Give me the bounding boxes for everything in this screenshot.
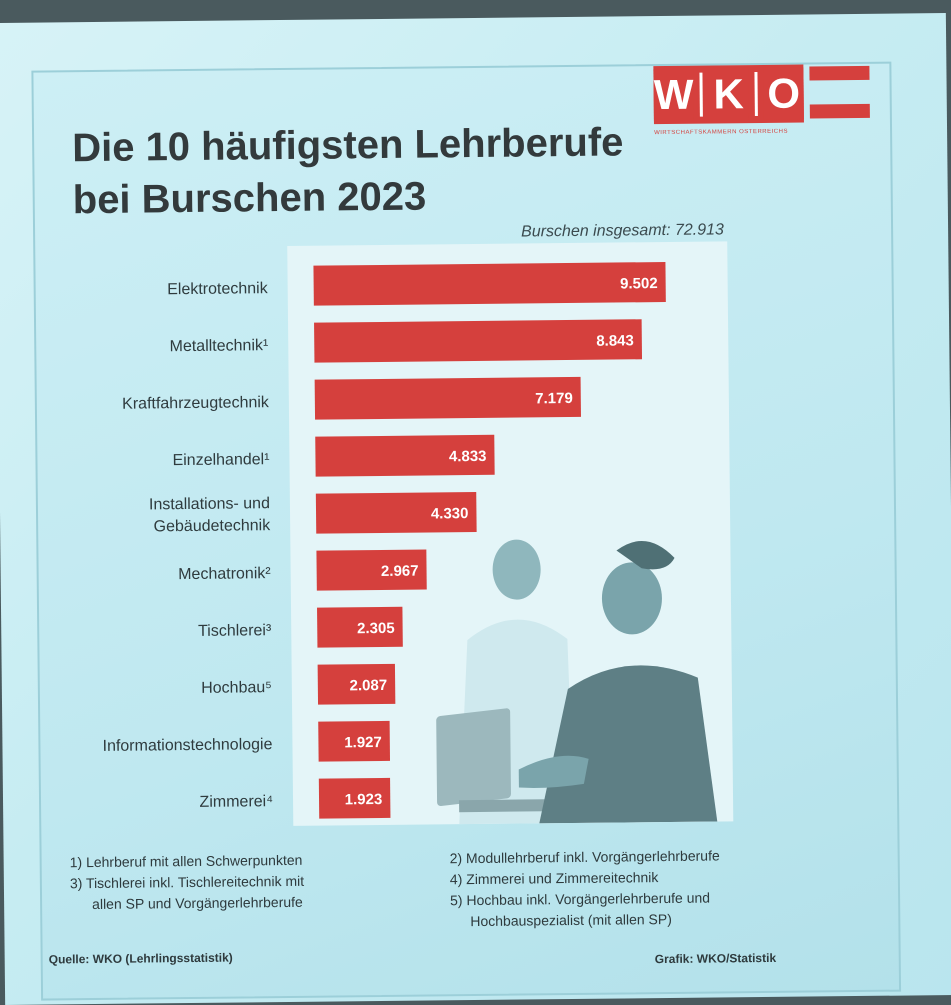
value-label-5: 2.967	[381, 563, 419, 580]
category-label-8: Informationstechnologie	[102, 736, 272, 755]
source-label: Quelle: WKO (Lehrlingsstatistik)	[48, 950, 233, 967]
footnote-3a: 3) Tischlerei inkl. Tischlereitechnik mi…	[69, 872, 305, 892]
footnote-2: 2) Modullehrberuf inkl. Vorgängerlehrber…	[449, 847, 720, 867]
footnote-4: 4) Zimmerei und Zimmereitechnik	[449, 869, 659, 888]
projection-screen: Die 10 häufigsten Lehrberufe bei Bursche…	[0, 13, 951, 1005]
photo-illustration	[436, 539, 718, 825]
bar-1	[314, 319, 643, 363]
bar-3	[315, 434, 495, 477]
value-label-1: 8.843	[596, 332, 634, 349]
bar-4	[315, 491, 477, 534]
bar-0	[313, 261, 666, 306]
footnote-5b: Hochbauspezialist (mit allen SP)	[470, 910, 672, 930]
category-label-1: Metalltechnik¹	[169, 337, 268, 355]
category-label-6: Tischlerei³	[198, 622, 272, 640]
footnote-3b: allen SP und Vorgängerlehrberufe	[92, 893, 303, 913]
bar-5	[316, 549, 427, 591]
value-label-3: 4.833	[449, 448, 487, 465]
bar-chart: 9.502 Elektrotechnik 8.843 Metalltechnik¹ 7.…	[102, 261, 666, 819]
category-label-4: Installations- undGebäudetechnik	[149, 495, 271, 535]
category-label-2: Kraftfahrzeugtechnik	[122, 394, 270, 413]
value-label-0: 9.502	[620, 275, 658, 292]
bar-9	[318, 777, 391, 819]
category-label-5: Mechatronik²	[178, 565, 271, 583]
slide: Die 10 häufigsten Lehrberufe bei Bursche…	[31, 61, 902, 1001]
value-label-4: 4.330	[431, 505, 469, 522]
footnote-5a: 5) Hochbau inkl. Vorgängerlehrberufe und	[450, 889, 711, 909]
credit-label: Grafik: WKO/Statistik	[654, 950, 777, 967]
category-label-3: Einzelhandel¹	[172, 451, 269, 469]
category-label-9: Zimmerei⁴	[199, 793, 273, 811]
bar-8	[318, 720, 391, 762]
value-label-9: 1.923	[345, 791, 383, 808]
category-label-0: Elektrotechnik	[167, 280, 269, 298]
value-label-7: 2.087	[350, 677, 388, 694]
bar-2	[314, 376, 581, 420]
category-label-7: Hochbau⁵	[201, 679, 272, 697]
footnote-1: 1) Lehrberuf mit allen Schwerpunkten	[69, 851, 303, 871]
value-label-6: 2.305	[357, 620, 395, 637]
bar-7	[317, 663, 396, 705]
bar-6	[317, 606, 403, 648]
value-label-2: 7.179	[535, 390, 573, 407]
value-label-8: 1.927	[344, 734, 382, 751]
